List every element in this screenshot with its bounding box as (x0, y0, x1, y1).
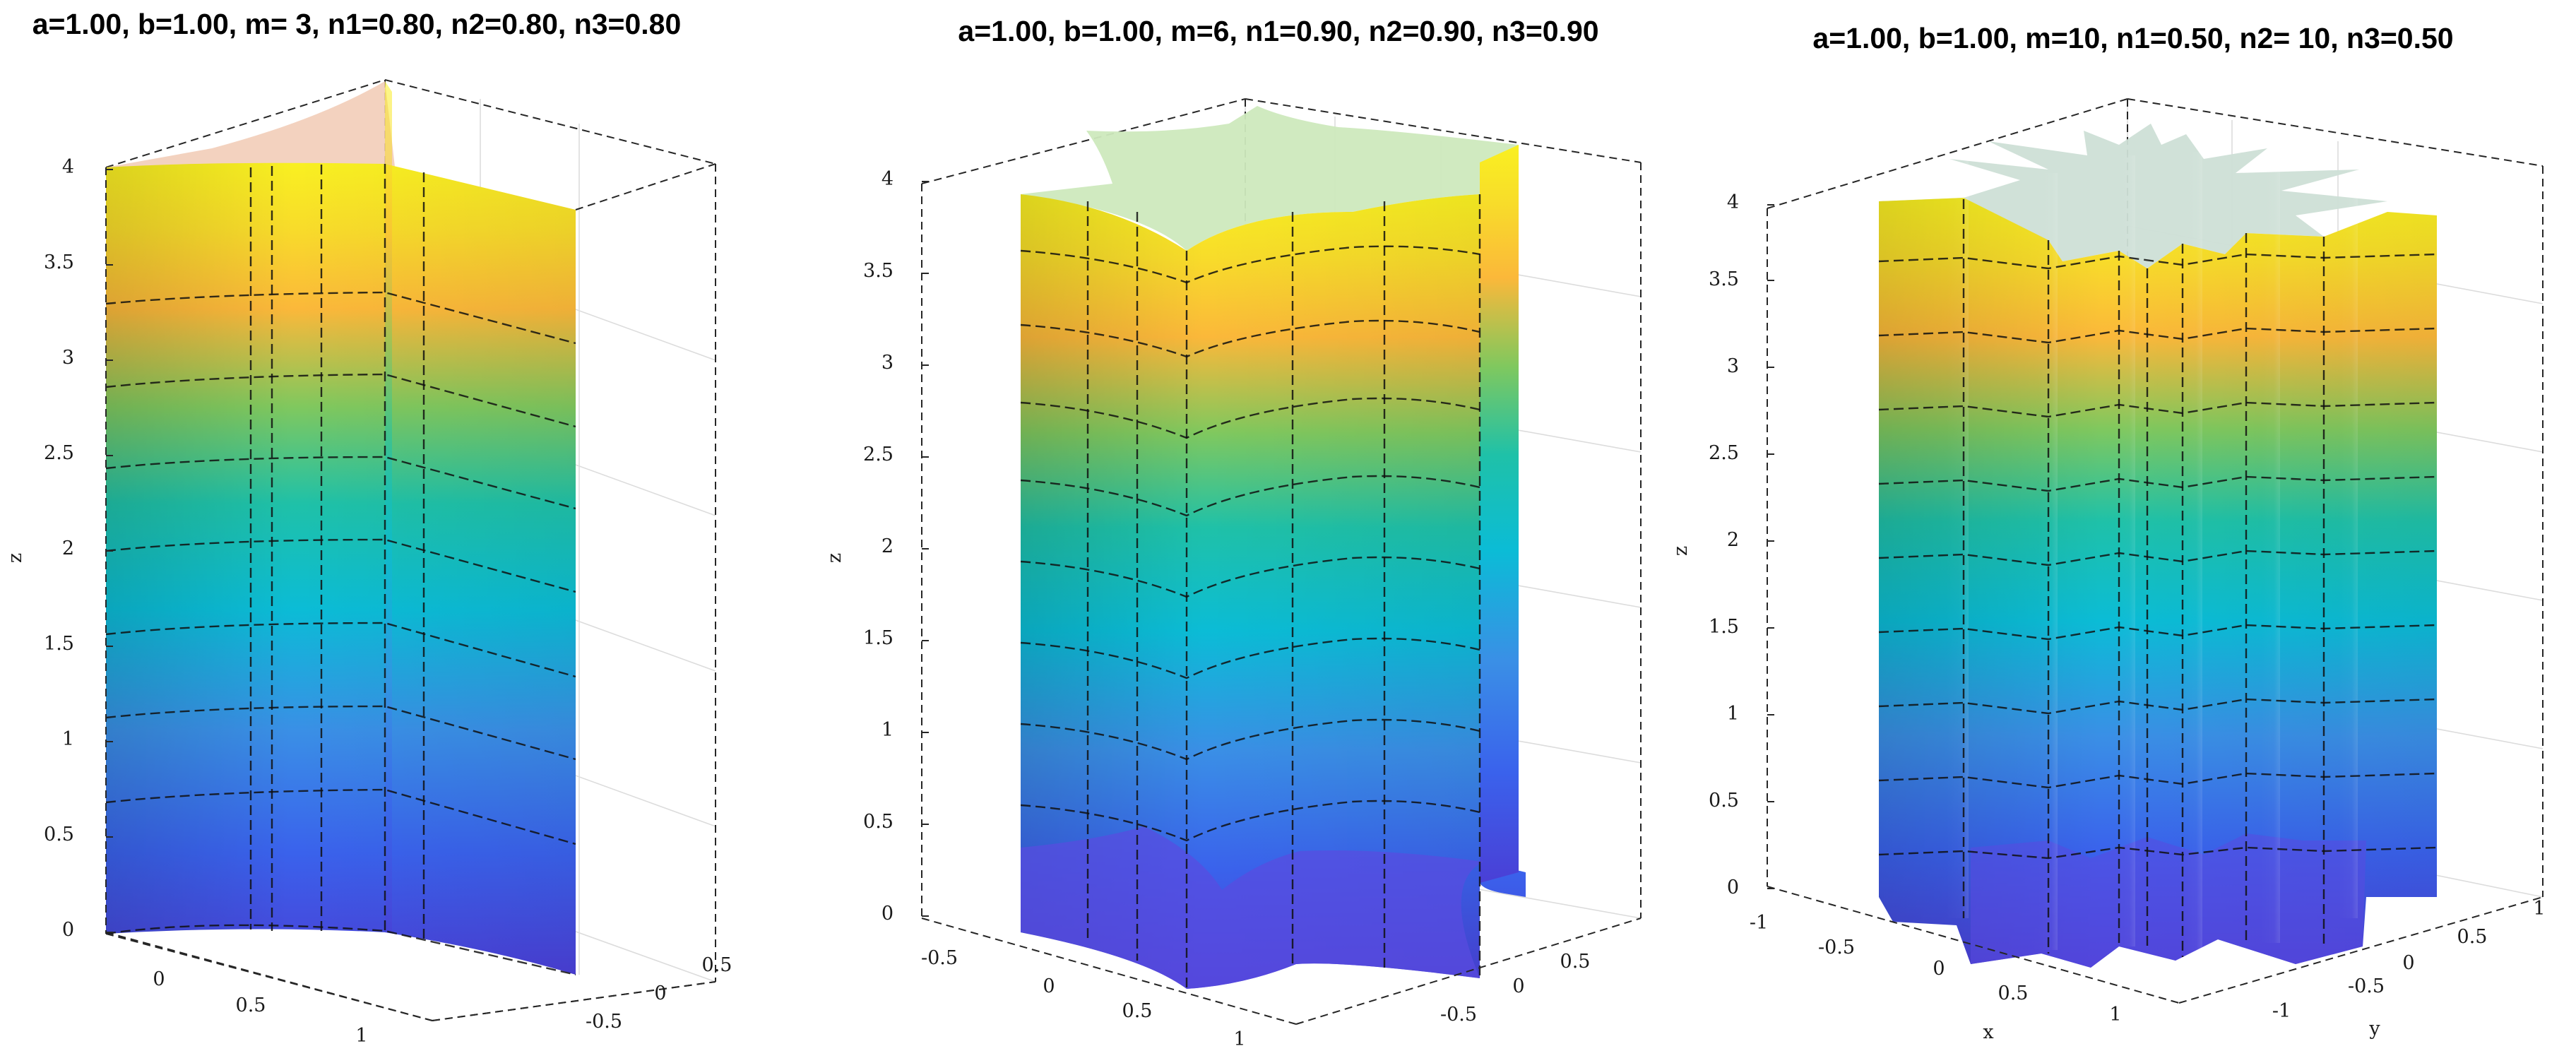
panel-1-ztick: 1 (62, 728, 74, 750)
panel-3-ytick: 0.5 (2457, 926, 2488, 948)
panel-1-ytick: 0 (654, 982, 666, 1004)
panel-3-ytick: -1 (2272, 1000, 2291, 1022)
panel-1-y-ticks: -0.5 0 0.5 (586, 954, 732, 1033)
panel-3-ztick: 0.5 (1709, 790, 1739, 812)
panel-1: a=1.00, b=1.00, m= 3, n1=0.80, n2=0.80, … (4, 8, 732, 1047)
panel-2-surface (1021, 106, 1526, 989)
panel-2-axes (921, 184, 1642, 1025)
panel-3-ytick: 1 (2533, 898, 2545, 920)
panel-1-ytick: -0.5 (586, 1011, 622, 1033)
panel-3-xlabel: x (1983, 1021, 1993, 1043)
panel-1-mesh (105, 164, 576, 976)
panel-2-ztick: 0 (882, 903, 894, 925)
panel-3-ztick: 2.5 (1709, 442, 1739, 464)
panel-2: a=1.00, b=1.00, m=6, n1=0.90, n2=0.90, n… (824, 15, 1642, 1050)
panel-1-surface (106, 81, 576, 975)
panel-1-ztick: 2.5 (44, 442, 74, 464)
panel-3: a=1.00, b=1.00, m=10, n1=0.50, n2= 10, n… (1670, 22, 2546, 1043)
panel-2-ztick: 1 (882, 719, 894, 741)
panel-3-zlabel: z (1670, 546, 1692, 556)
panel-2-ztick: 3.5 (863, 260, 894, 282)
panel-3-xtick: 0.5 (1998, 982, 2029, 1004)
panel-3-ztick: 3 (1727, 355, 1739, 377)
panel-2-xtick: 0.5 (1122, 1000, 1153, 1022)
panel-3-ytick: -0.5 (2348, 975, 2385, 997)
panel-2-y-ticks: -0.5 0 0.5 (1440, 951, 1591, 1026)
panel-3-ylabel: y (2368, 1018, 2380, 1040)
panel-3-ztick: 2 (1727, 529, 1739, 551)
panel-3-xtick: -0.5 (1818, 937, 1855, 958)
panel-2-x-ticks: -0.5 0 0.5 1 (921, 947, 1246, 1050)
panel-3-ztick: 1 (1727, 703, 1739, 725)
panel-1-ztick: 1.5 (44, 633, 74, 655)
panel-2-mesh (1020, 194, 1481, 989)
panel-1-xtick: 1 (355, 1025, 367, 1047)
panel-3-xtick: -1 (1750, 912, 1768, 934)
panel-1-xtick: 0 (153, 968, 165, 990)
panel-2-z-ticks: 0 0.5 1 1.5 2 2.5 3 3.5 4 (863, 168, 929, 925)
panel-3-x-ticks: -1 -0.5 0 0.5 1 (1750, 912, 2122, 1026)
panel-1-zlabel: z (4, 553, 26, 563)
panel-1-ztick: 3.5 (44, 251, 74, 273)
panel-1-ztick: 2 (62, 538, 74, 559)
panel-3-xtick: 0 (1933, 958, 1945, 980)
panel-3-xtick: 1 (2109, 1004, 2121, 1026)
panel-1-x-ticks: 0 0.5 1 (153, 968, 367, 1047)
panel-2-zlabel: z (824, 553, 845, 563)
panel-3-y-ticks: -1 -0.5 0 0.5 1 (2272, 898, 2546, 1022)
panel-2-ztick: 0.5 (863, 811, 894, 833)
panel-2-ztick: 2 (882, 535, 894, 557)
panel-1-ztick: 0 (62, 919, 74, 941)
panel-3-title: a=1.00, b=1.00, m=10, n1=0.50, n2= 10, n… (1812, 22, 2453, 54)
panel-3-ztick: 0 (1727, 877, 1739, 898)
panel-3-z-ticks: 0 0.5 1 1.5 2 2.5 3 3.5 4 (1709, 191, 1774, 898)
panel-3-ztick: 4 (1727, 191, 1739, 213)
panel-1-ztick: 0.5 (44, 824, 74, 845)
panel-2-ztick: 4 (882, 168, 894, 190)
panel-2-title: a=1.00, b=1.00, m=6, n1=0.90, n2=0.90, n… (958, 15, 1598, 47)
panel-3-ztick: 1.5 (1709, 616, 1739, 638)
panel-3-surface (1879, 124, 2437, 968)
panel-2-ztick: 2.5 (863, 444, 894, 465)
panel-1-title: a=1.00, b=1.00, m= 3, n1=0.80, n2=0.80, … (32, 8, 682, 40)
panel-2-xtick: 1 (1233, 1028, 1245, 1050)
panel-2-xtick: -0.5 (921, 947, 958, 969)
panel-2-ytick: -0.5 (1440, 1004, 1477, 1026)
panel-1-surface-face-right (385, 81, 392, 932)
panel-3-mesh (1878, 199, 2438, 957)
panel-2-ztick: 1.5 (863, 627, 894, 649)
panel-1-z-ticks: 0 0.5 1 1.5 2 2.5 3 3.5 4 (44, 156, 113, 941)
panel-2-ytick: 0.5 (1560, 951, 1591, 973)
panel-3-axes (1767, 208, 2544, 1004)
panel-1-surface-cap (106, 81, 396, 173)
panel-3-ytick: 0 (2402, 952, 2414, 974)
panel-1-ytick: 0.5 (702, 954, 732, 976)
panel-1-ztick: 3 (62, 347, 74, 369)
panel-2-ytick: 0 (1512, 975, 1524, 997)
panel-2-ztick: 3 (882, 352, 894, 374)
panel-1-ztick: 4 (62, 156, 74, 178)
panel-2-surface-cap (1021, 106, 1519, 251)
panel-2-xtick: 0 (1043, 975, 1055, 997)
panel-3-ztick: 3.5 (1709, 268, 1739, 290)
panel-1-xtick: 0.5 (236, 994, 266, 1016)
